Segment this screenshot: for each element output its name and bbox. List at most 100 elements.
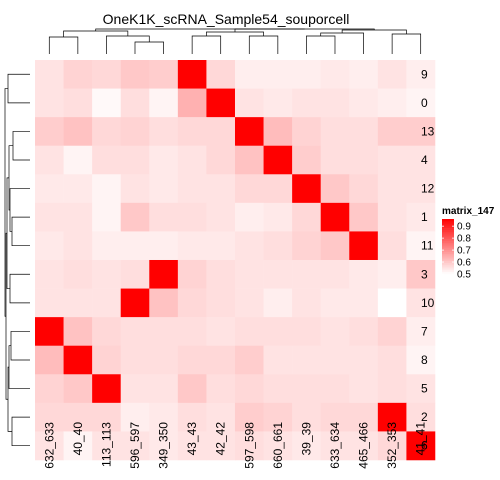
heatmap-cell (120, 402, 150, 432)
heatmap-cell (292, 374, 321, 404)
heatmap-cell (263, 431, 293, 461)
heatmap-cell (120, 60, 150, 89)
column-label: 633_634 (328, 422, 342, 469)
heatmap-cell (92, 117, 122, 147)
column-label: 660_661 (271, 422, 285, 469)
heatmap-cell (263, 60, 293, 89)
heatmap-cell (63, 402, 93, 432)
legend-gradient-step (442, 264, 454, 267)
legend-tick-label: 0.6 (457, 258, 471, 269)
dendrogram-branch (11, 416, 30, 447)
row-label: 1 (421, 210, 428, 224)
column-label: 113_113 (99, 422, 113, 467)
heatmap-cell (206, 60, 236, 89)
heatmap-cell (234, 345, 264, 375)
row-label: 12 (421, 182, 435, 196)
legend-gradient-step (442, 226, 454, 229)
heatmap-cell (320, 259, 350, 289)
heatmap-cell (206, 117, 236, 147)
row-label: 2 (421, 410, 428, 424)
heatmap-cell (177, 259, 207, 289)
heatmap-cell (35, 345, 64, 375)
heatmap-cell (177, 317, 207, 346)
dendrogram-branch (191, 35, 222, 54)
legend-tick-label: 0.9 (457, 222, 471, 233)
heatmap-cell (292, 317, 321, 346)
heatmap-cell (406, 174, 436, 204)
column-dendrogram (48, 28, 422, 54)
heatmap-cell (35, 402, 64, 432)
heatmap-cell (406, 402, 436, 432)
heatmap-cell (263, 145, 293, 175)
heatmap-cell (149, 402, 179, 432)
heatmap-cell (149, 345, 179, 375)
dendrogram-branch (8, 145, 13, 211)
dendrogram-branch (106, 35, 150, 54)
dendrogram-branch (95, 28, 305, 31)
heatmap-cell (120, 374, 150, 404)
heatmap-cell (63, 88, 93, 118)
heatmap-cell (120, 145, 150, 175)
dendrogram-branch (206, 31, 264, 36)
legend-gradient-step (442, 241, 454, 244)
heatmap-cell (377, 202, 407, 232)
dendrogram-branch (391, 33, 422, 54)
heatmap-cell (120, 345, 150, 375)
heatmap-cell (234, 60, 264, 89)
heatmap-cell (92, 345, 122, 375)
heatmap-cell (320, 60, 350, 89)
heatmap-cell (320, 345, 350, 375)
color-legend: matrix_147 0.90.80.70.60.5 (442, 206, 495, 281)
heatmap-cell (120, 317, 150, 346)
heatmap-cell (63, 174, 93, 204)
heatmap-cell (234, 117, 264, 147)
heatmap-cell (206, 317, 236, 346)
heatmap-cell (149, 288, 179, 318)
heatmap-cell (292, 345, 321, 375)
heatmap-cell (63, 431, 93, 461)
heatmap-cell (292, 231, 321, 261)
heatmap-cells (35, 60, 436, 461)
heatmap-cell (206, 202, 236, 232)
heatmap-cell (149, 202, 179, 232)
heatmap-cell (406, 60, 436, 89)
legend-ticks: 0.90.80.70.60.5 (442, 222, 471, 281)
heatmap-cell (234, 174, 264, 204)
heatmap-cell (349, 431, 379, 461)
heatmap-cell (206, 431, 236, 461)
heatmap-cell (349, 88, 379, 118)
dendrogram-branch (48, 36, 79, 54)
heatmap-cell (263, 259, 293, 289)
column-label: 596_597 (128, 422, 142, 469)
heatmap-cell (177, 374, 207, 404)
heatmap-cell (35, 231, 64, 261)
heatmap-cell (149, 431, 179, 461)
heatmap-cell (263, 288, 293, 318)
legend-tick-label: 0.8 (457, 234, 471, 245)
row-label: 6 (421, 439, 428, 453)
legend-title: matrix_147 (442, 206, 495, 217)
heatmap-cell (320, 431, 350, 461)
row-dendrogram (4, 73, 30, 447)
column-label: 352_353 (385, 422, 399, 469)
heatmap-cell (120, 117, 150, 147)
heatmap-cell (63, 145, 93, 175)
legend-gradient-step (442, 259, 454, 262)
heatmap-cell (177, 402, 207, 432)
heatmap-cell (177, 117, 207, 147)
heatmap-cell (320, 202, 350, 232)
heatmap-cell (349, 202, 379, 232)
heatmap-cell (349, 174, 379, 204)
dendrogram-branch (7, 366, 12, 432)
heatmap-cell (234, 431, 264, 461)
heatmap-cell (206, 402, 236, 432)
heatmap-cell (377, 345, 407, 375)
heatmap-cell (377, 60, 407, 89)
heatmap-cell (377, 145, 407, 175)
heatmap-cell (406, 374, 436, 404)
heatmap-cell (177, 345, 207, 375)
heatmap-cell (320, 145, 350, 175)
heatmap-cell (263, 174, 293, 204)
